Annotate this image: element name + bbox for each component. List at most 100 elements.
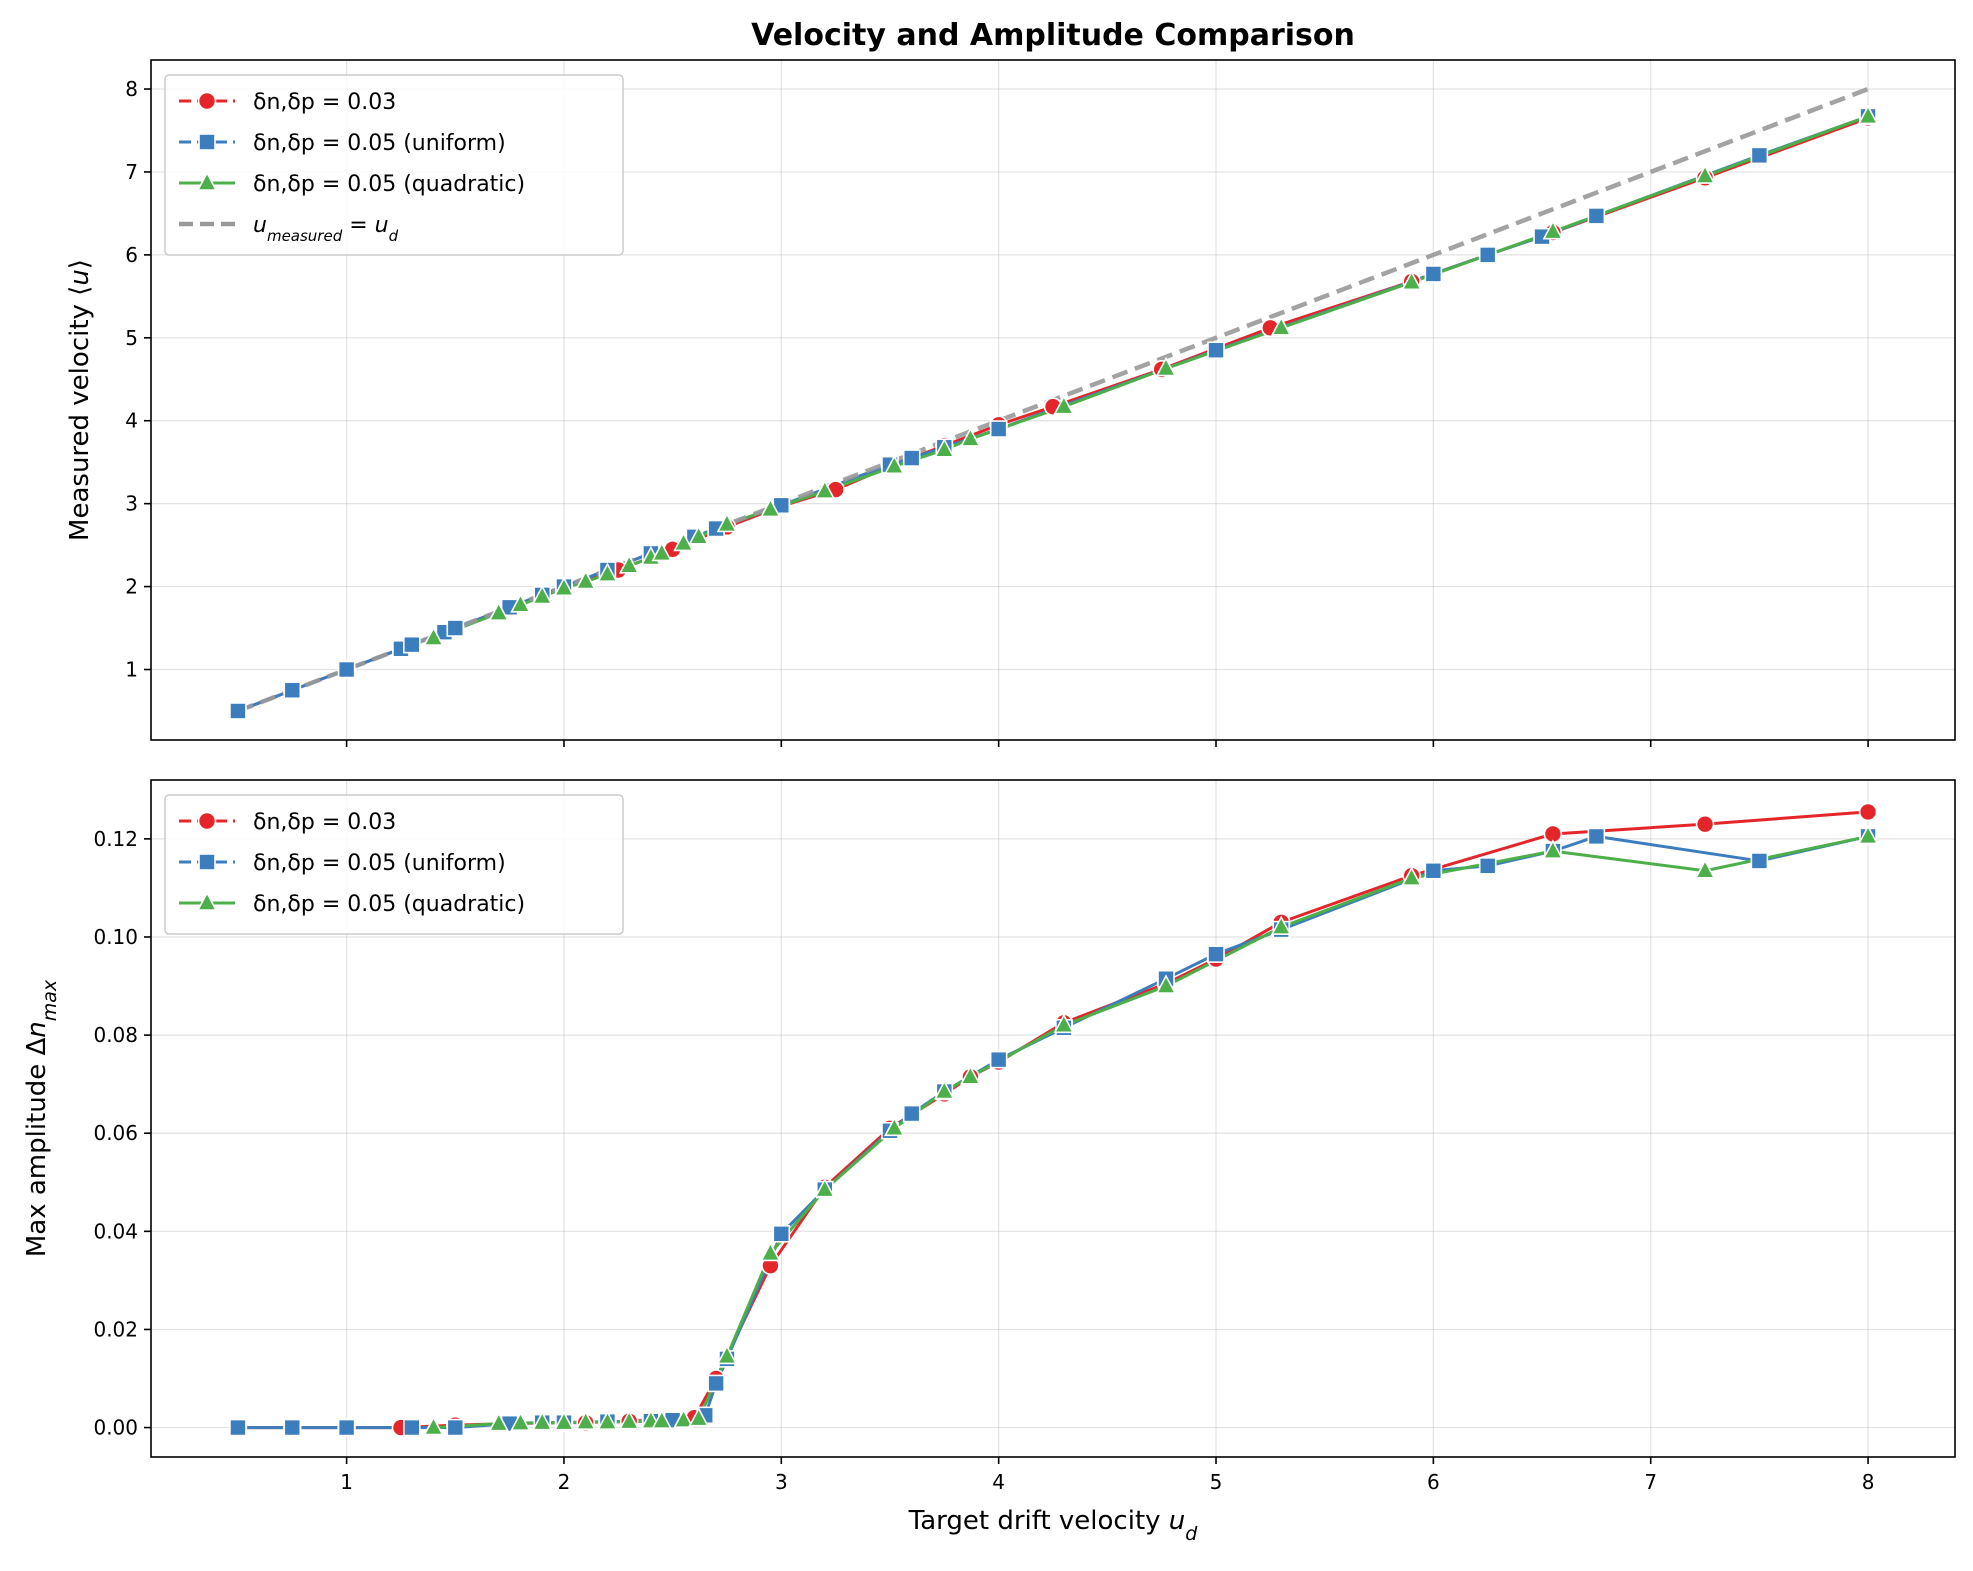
data-point-series-2 bbox=[423, 1415, 444, 1436]
data-point-series-1 bbox=[1424, 861, 1443, 880]
y-tick-label: 4 bbox=[125, 409, 138, 433]
data-point-series-1 bbox=[403, 635, 421, 654]
legend-label: δn,δp = 0.05 (quadratic) bbox=[253, 172, 525, 197]
y-axis-label: Max amplitude Δnmax bbox=[22, 979, 61, 1257]
data-point-series-1 bbox=[1750, 146, 1769, 165]
legend-label: δn,δp = 0.03 bbox=[253, 810, 396, 835]
data-point-series-2 bbox=[884, 1116, 905, 1137]
data-point-series-2 bbox=[488, 1411, 510, 1432]
data-point-series-2 bbox=[618, 1409, 640, 1430]
data-point-series-2 bbox=[933, 438, 955, 458]
data-point-series-2 bbox=[1857, 104, 1879, 125]
y-tick-label: 0.12 bbox=[93, 827, 138, 851]
data-point-series-2 bbox=[814, 1177, 836, 1198]
data-point-series-2 bbox=[960, 1065, 981, 1085]
data-point-series-1 bbox=[283, 1418, 302, 1437]
data-point-series-2 bbox=[716, 1344, 738, 1365]
data-point-series-2 bbox=[651, 1409, 673, 1429]
legend-box bbox=[164, 794, 624, 935]
x-tick-label: 2 bbox=[558, 1470, 571, 1494]
data-point-series-2 bbox=[1401, 270, 1422, 291]
y-tick-label: 3 bbox=[125, 492, 138, 516]
data-point-series-1 bbox=[1750, 852, 1769, 870]
data-point-series-2 bbox=[673, 1408, 694, 1429]
x-tick-label: 1 bbox=[340, 1470, 353, 1494]
data-point-series-1 bbox=[229, 1418, 247, 1437]
data-point-series-2 bbox=[531, 1410, 553, 1431]
legend-label: δn,δp = 0.05 (quadratic) bbox=[253, 892, 525, 917]
data-point-series-0 bbox=[1695, 814, 1715, 834]
data-point-series-2 bbox=[553, 1410, 575, 1431]
data-point-series-2 bbox=[1270, 316, 1292, 336]
data-point-series-1 bbox=[1207, 341, 1225, 360]
legend-marker bbox=[196, 171, 218, 191]
data-point-series-1 bbox=[989, 1050, 1008, 1069]
data-point-series-0 bbox=[1858, 802, 1878, 822]
data-point-series-2 bbox=[884, 454, 905, 475]
data-point-series-2 bbox=[575, 569, 597, 590]
y-tick-label: 0.06 bbox=[93, 1121, 138, 1145]
data-point-series-2 bbox=[814, 479, 836, 500]
data-point-series-2 bbox=[1155, 356, 1177, 377]
amplitude-panel: 1 2 3 4 5 6 7 8 0.00 0.02 0.04 0.06 0.08 0.10 0.12 Max … bbox=[22, 779, 1956, 1545]
data-point-series-2 bbox=[688, 525, 710, 545]
legend-marker bbox=[197, 91, 217, 111]
legend-marker bbox=[197, 811, 217, 831]
y-tick-label: 0.10 bbox=[93, 925, 138, 949]
data-point-series-2 bbox=[597, 562, 618, 582]
data-point-series-1 bbox=[989, 420, 1008, 438]
x-tick-label: 4 bbox=[992, 1470, 1005, 1494]
y-tick-label: 0.08 bbox=[93, 1023, 138, 1047]
data-point-series-2 bbox=[760, 497, 781, 518]
data-point-series-1 bbox=[1478, 857, 1497, 875]
data-point-series-1 bbox=[1207, 945, 1225, 963]
legend-marker bbox=[196, 891, 218, 911]
data-point-series-2 bbox=[651, 541, 673, 562]
data-point-series-2 bbox=[716, 512, 738, 533]
data-point-series-2 bbox=[510, 593, 531, 613]
axes-frame bbox=[150, 779, 1956, 1458]
data-point-series-2 bbox=[1270, 915, 1292, 935]
data-point-series-2 bbox=[960, 427, 981, 447]
y-tick-label: 2 bbox=[125, 575, 138, 599]
data-point-series-2 bbox=[575, 1410, 597, 1430]
y-tick-label: 0.02 bbox=[93, 1317, 138, 1341]
x-tick-label: 6 bbox=[1427, 1470, 1440, 1494]
data-point-series-2 bbox=[1155, 974, 1177, 994]
x-tick-label: 8 bbox=[1862, 1470, 1875, 1494]
legend: δn,δp = 0.03 δn,δp = 0.05 (uniform) δn,δp … bbox=[164, 794, 624, 935]
data-point-series-1 bbox=[403, 1418, 421, 1437]
data-point-series-2 bbox=[1542, 219, 1564, 240]
y-tick-label: 0.00 bbox=[93, 1416, 138, 1440]
data-point-series-2 bbox=[1694, 859, 1716, 879]
data-point-series-1 bbox=[446, 619, 465, 637]
data-point-series-2 bbox=[760, 1241, 781, 1262]
x-tick-label: 3 bbox=[775, 1470, 788, 1494]
velocity-panel: 1 2 3 4 5 6 7 8 Measured velocity ⟨u⟩ δn,δp = 0.0… bbox=[65, 59, 1956, 747]
y-tick-label: 1 bbox=[125, 658, 138, 682]
y-tick-label: 0.04 bbox=[93, 1219, 138, 1243]
data-point-series-2 bbox=[531, 584, 553, 605]
data-point-series-2 bbox=[688, 1407, 710, 1427]
legend-marker bbox=[198, 853, 216, 871]
data-point-series-1 bbox=[337, 1418, 356, 1437]
legend-label: umeasured = ud bbox=[253, 213, 399, 245]
data-point-series-2 bbox=[933, 1079, 955, 1100]
legend-box bbox=[164, 74, 624, 256]
legend-label: δn,δp = 0.03 bbox=[253, 90, 396, 115]
data-point-series-1 bbox=[1478, 246, 1497, 264]
data-point-series-2 bbox=[673, 531, 694, 552]
y-tick-label: 8 bbox=[125, 77, 138, 101]
x-tick-label: 5 bbox=[1210, 1470, 1223, 1494]
data-point-series-2 bbox=[1053, 394, 1075, 415]
data-point-series-1 bbox=[902, 449, 921, 467]
x-tick-label: 7 bbox=[1644, 1470, 1657, 1494]
data-point-series-2 bbox=[1542, 839, 1564, 859]
data-point-series-1 bbox=[446, 1418, 465, 1437]
data-point-series-2 bbox=[423, 626, 444, 646]
data-point-series-1 bbox=[902, 1104, 921, 1123]
x-axis-label: Target drift velocity ud bbox=[908, 1506, 1199, 1545]
legend-label: δn,δp = 0.05 (uniform) bbox=[253, 851, 506, 876]
